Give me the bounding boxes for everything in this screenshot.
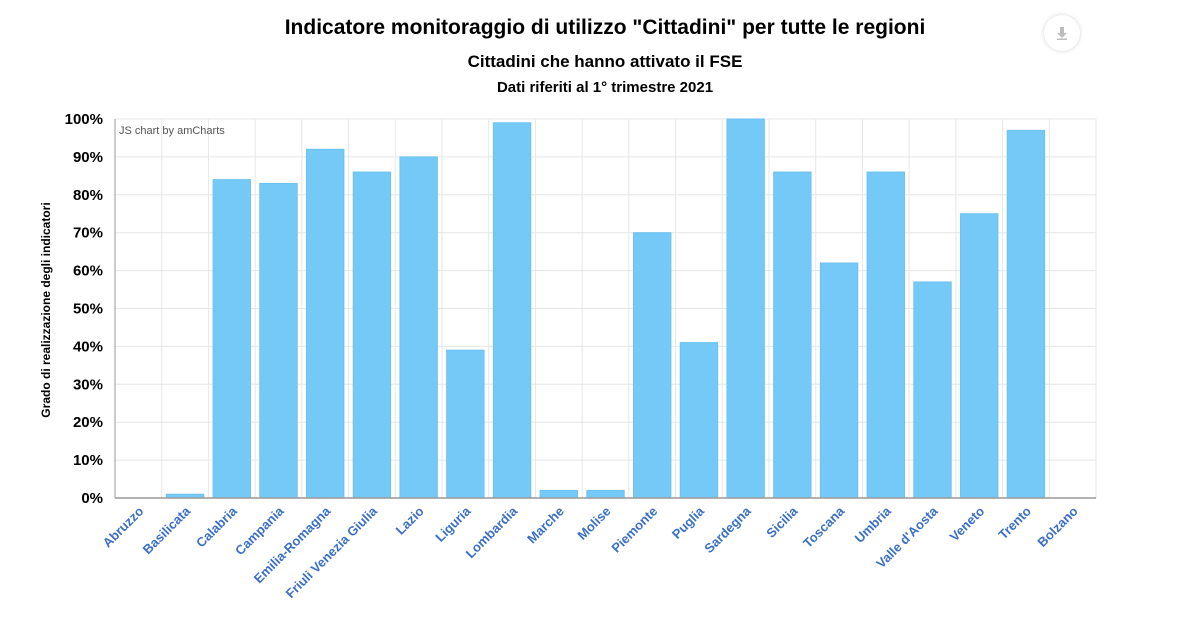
bar-campania[interactable] xyxy=(259,182,298,499)
bar-liguria[interactable] xyxy=(446,349,485,499)
bar-emilia-romagna[interactable] xyxy=(306,148,345,499)
y-tick-label: 60% xyxy=(73,263,103,280)
x-tick-label: Trento xyxy=(995,503,1034,542)
y-tick-label: 30% xyxy=(73,376,103,393)
bar-valle-d-aosta[interactable] xyxy=(913,281,952,499)
x-tick-label: Calabria xyxy=(193,503,240,550)
x-tick-label: Lazio xyxy=(393,503,427,537)
bar-marche[interactable] xyxy=(539,489,578,499)
y-tick-label: 80% xyxy=(73,187,103,204)
x-tick-label: Puglia xyxy=(669,503,708,542)
x-tick-label: Toscana xyxy=(800,503,848,551)
x-tick-label: Marche xyxy=(524,504,567,547)
chart-subtitle: Cittadini che hanno attivato il FSE xyxy=(467,52,743,71)
y-axis-label: Grado di realizzazione degli indicatori xyxy=(39,202,53,417)
x-tick-label: Liguria xyxy=(432,503,474,545)
x-tick-label: Umbria xyxy=(852,503,895,546)
chart-title: Indicatore monitoraggio di utilizzo "Cit… xyxy=(284,16,926,39)
y-tick-label: 10% xyxy=(73,452,103,469)
y-tick-label: 90% xyxy=(73,149,103,166)
x-tick-label: Molise xyxy=(574,504,613,543)
x-tick-label: Veneto xyxy=(947,503,988,544)
bar-umbria[interactable] xyxy=(866,171,905,499)
chart-subtitle-period: Dati riferiti al 1° trimestre 2021 xyxy=(496,79,714,96)
y-tick-label: 70% xyxy=(73,225,103,242)
y-tick-label: 40% xyxy=(73,338,103,355)
y-tick-label: 100% xyxy=(65,111,103,128)
amcharts-credit[interactable]: JS chart by amCharts xyxy=(119,125,225,137)
bar-puglia[interactable] xyxy=(679,342,719,499)
bar-lazio[interactable] xyxy=(399,156,438,499)
bar-piemonte[interactable] xyxy=(633,232,672,499)
bar-friuli-venezia-giulia[interactable] xyxy=(352,171,392,499)
bar-lombardia[interactable] xyxy=(492,122,532,499)
bar-trento[interactable] xyxy=(1006,129,1046,499)
bar-sardegna[interactable] xyxy=(726,118,765,499)
x-tick-label: Bolzano xyxy=(1034,503,1080,549)
bar-toscana[interactable] xyxy=(819,262,859,499)
bar-veneto[interactable] xyxy=(960,213,999,499)
bar-molise[interactable] xyxy=(586,489,625,499)
y-tick-label: 20% xyxy=(73,414,103,431)
bar-sicilia[interactable] xyxy=(773,171,812,499)
bar-calabria[interactable] xyxy=(212,179,251,499)
x-tick-label: Abruzzo xyxy=(100,503,147,550)
x-tick-label: Sicilia xyxy=(763,503,801,541)
x-tick-label: Basilicata xyxy=(140,503,194,557)
download-icon xyxy=(1057,27,1067,40)
x-tick-label: Lombardia xyxy=(463,503,521,561)
download-button[interactable] xyxy=(1044,15,1080,51)
x-tick-label: Friuli Venezia Giulia xyxy=(283,503,381,601)
y-tick-label: 50% xyxy=(73,301,103,318)
x-tick-label: Sardegna xyxy=(701,503,754,556)
x-tick-label: Piemonte xyxy=(608,504,660,556)
y-tick-label: 0% xyxy=(81,490,103,507)
